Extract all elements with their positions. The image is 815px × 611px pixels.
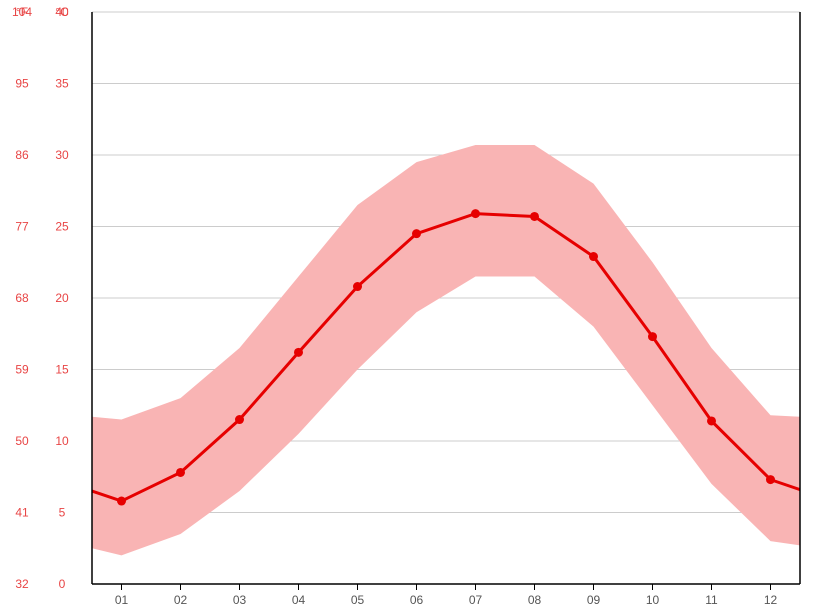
data-point — [117, 497, 126, 506]
data-point — [235, 415, 244, 424]
y-tick-celsius: 30 — [55, 148, 69, 162]
y-tick-celsius: 5 — [59, 506, 66, 520]
y-tick-celsius: 15 — [55, 363, 69, 377]
x-tick-label: 02 — [174, 593, 188, 607]
data-point — [471, 209, 480, 218]
data-point — [707, 416, 716, 425]
y-tick-celsius: 20 — [55, 291, 69, 305]
data-point — [648, 332, 657, 341]
data-point — [176, 468, 185, 477]
y-tick-fahrenheit: 32 — [15, 577, 29, 591]
y-tick-fahrenheit: 41 — [15, 506, 29, 520]
y-tick-fahrenheit: 50 — [15, 434, 29, 448]
y-tick-celsius: 25 — [55, 220, 69, 234]
unit-fahrenheit: °F — [16, 5, 28, 19]
unit-celsius: °C — [55, 5, 69, 19]
x-tick-label: 07 — [469, 593, 483, 607]
y-tick-celsius: 35 — [55, 77, 69, 91]
x-tick-label: 05 — [351, 593, 365, 607]
temperature-chart: 0102030405060708091011120510152025303540… — [0, 0, 815, 611]
data-point — [412, 229, 421, 238]
x-tick-label: 06 — [410, 593, 424, 607]
data-point — [766, 475, 775, 484]
data-point — [353, 282, 362, 291]
y-tick-fahrenheit: 77 — [15, 220, 29, 234]
y-tick-fahrenheit: 59 — [15, 363, 29, 377]
x-tick-label: 10 — [646, 593, 660, 607]
x-tick-label: 01 — [115, 593, 129, 607]
y-tick-celsius: 0 — [59, 577, 66, 591]
y-tick-fahrenheit: 95 — [15, 77, 29, 91]
chart-svg: 0102030405060708091011120510152025303540… — [0, 0, 815, 611]
x-tick-label: 09 — [587, 593, 601, 607]
x-tick-label: 11 — [705, 593, 718, 607]
x-tick-label: 03 — [233, 593, 247, 607]
x-tick-label: 04 — [292, 593, 306, 607]
y-tick-fahrenheit: 86 — [15, 148, 29, 162]
data-point — [294, 348, 303, 357]
y-tick-fahrenheit: 68 — [15, 291, 29, 305]
data-point — [530, 212, 539, 221]
y-tick-celsius: 10 — [55, 434, 69, 448]
data-point — [589, 252, 598, 261]
x-tick-label: 08 — [528, 593, 542, 607]
x-tick-label: 12 — [764, 593, 778, 607]
